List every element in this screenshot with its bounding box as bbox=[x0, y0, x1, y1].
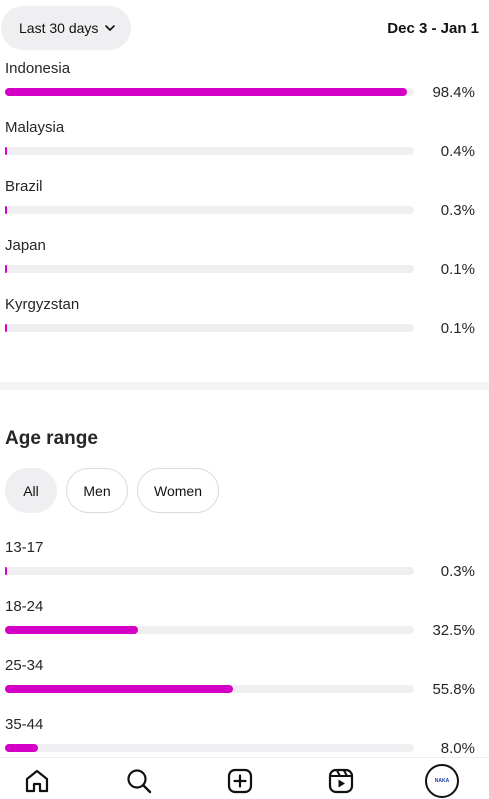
age-row: 35-44 8.0% bbox=[0, 716, 489, 757]
progress-fill bbox=[5, 88, 408, 96]
search-tab[interactable] bbox=[122, 764, 156, 798]
age-row: 25-34 55.8% bbox=[0, 657, 489, 715]
date-range-dropdown[interactable]: Last 30 days bbox=[1, 6, 131, 50]
age-row: 13-17 0.3% bbox=[0, 539, 489, 597]
bottom-navigation: NAKA bbox=[0, 757, 489, 799]
country-label: Japan bbox=[5, 237, 46, 254]
percentage-value: 0.3% bbox=[440, 202, 475, 219]
percentage-value: 0.4% bbox=[440, 143, 475, 160]
reels-tab[interactable] bbox=[324, 764, 358, 798]
section-divider bbox=[0, 382, 489, 390]
progress-track bbox=[5, 744, 414, 752]
age-label: 13-17 bbox=[5, 539, 44, 556]
progress-fill bbox=[5, 626, 138, 634]
date-range-label: Last 30 days bbox=[19, 20, 99, 36]
insights-header: Last 30 days Dec 3 - Jan 1 bbox=[0, 0, 489, 60]
profile-avatar: NAKA bbox=[425, 764, 459, 798]
country-row: Brazil 0.3% bbox=[0, 178, 489, 236]
progress-track bbox=[5, 685, 414, 693]
home-icon bbox=[25, 769, 49, 793]
progress-fill bbox=[5, 744, 38, 752]
age-label: 35-44 bbox=[5, 716, 44, 733]
date-range-text: Dec 3 - Jan 1 bbox=[387, 20, 479, 37]
country-row: Indonesia 98.4% bbox=[0, 60, 489, 118]
country-row: Malaysia 0.4% bbox=[0, 119, 489, 177]
age-range-title: Age range bbox=[5, 428, 98, 449]
reels-icon bbox=[328, 768, 354, 794]
country-row: Japan 0.1% bbox=[0, 237, 489, 295]
filter-women-chip[interactable]: Women bbox=[137, 468, 219, 513]
progress-fill bbox=[5, 265, 7, 273]
create-icon bbox=[227, 768, 253, 794]
country-label: Malaysia bbox=[5, 119, 65, 136]
search-icon bbox=[127, 769, 152, 794]
percentage-value: 55.8% bbox=[432, 681, 475, 698]
country-label: Kyrgyzstan bbox=[5, 296, 80, 313]
age-row: 18-24 32.5% bbox=[0, 598, 489, 656]
percentage-value: 0.3% bbox=[440, 563, 475, 580]
percentage-value: 98.4% bbox=[432, 84, 475, 101]
filter-all-chip[interactable]: All bbox=[5, 468, 57, 513]
progress-fill bbox=[5, 567, 7, 575]
insights-scroll-area[interactable]: Indonesia 98.4% Malaysia 0.4% Brazil 0.3… bbox=[0, 0, 489, 757]
progress-track bbox=[5, 147, 414, 155]
percentage-value: 8.0% bbox=[440, 740, 475, 757]
country-label: Brazil bbox=[5, 178, 43, 195]
progress-track bbox=[5, 567, 414, 575]
percentage-value: 0.1% bbox=[440, 320, 475, 337]
progress-fill bbox=[5, 206, 7, 214]
home-tab[interactable] bbox=[20, 764, 54, 798]
age-label: 25-34 bbox=[5, 657, 44, 674]
create-tab[interactable] bbox=[223, 764, 257, 798]
profile-tab[interactable]: NAKA bbox=[425, 764, 459, 798]
country-row: Kyrgyzstan 0.1% bbox=[0, 296, 489, 354]
progress-track bbox=[5, 265, 414, 273]
progress-track bbox=[5, 626, 414, 634]
progress-track bbox=[5, 324, 414, 332]
country-label: Indonesia bbox=[5, 60, 71, 77]
age-label: 18-24 bbox=[5, 598, 44, 615]
progress-track bbox=[5, 88, 414, 96]
percentage-value: 0.1% bbox=[440, 261, 475, 278]
chevron-down-icon bbox=[105, 25, 116, 31]
progress-fill bbox=[5, 147, 7, 155]
filter-men-chip[interactable]: Men bbox=[66, 468, 128, 513]
progress-track bbox=[5, 206, 414, 214]
avatar-text: NAKA bbox=[434, 778, 450, 784]
progress-fill bbox=[5, 324, 7, 332]
progress-fill bbox=[5, 685, 234, 693]
percentage-value: 32.5% bbox=[432, 622, 475, 639]
